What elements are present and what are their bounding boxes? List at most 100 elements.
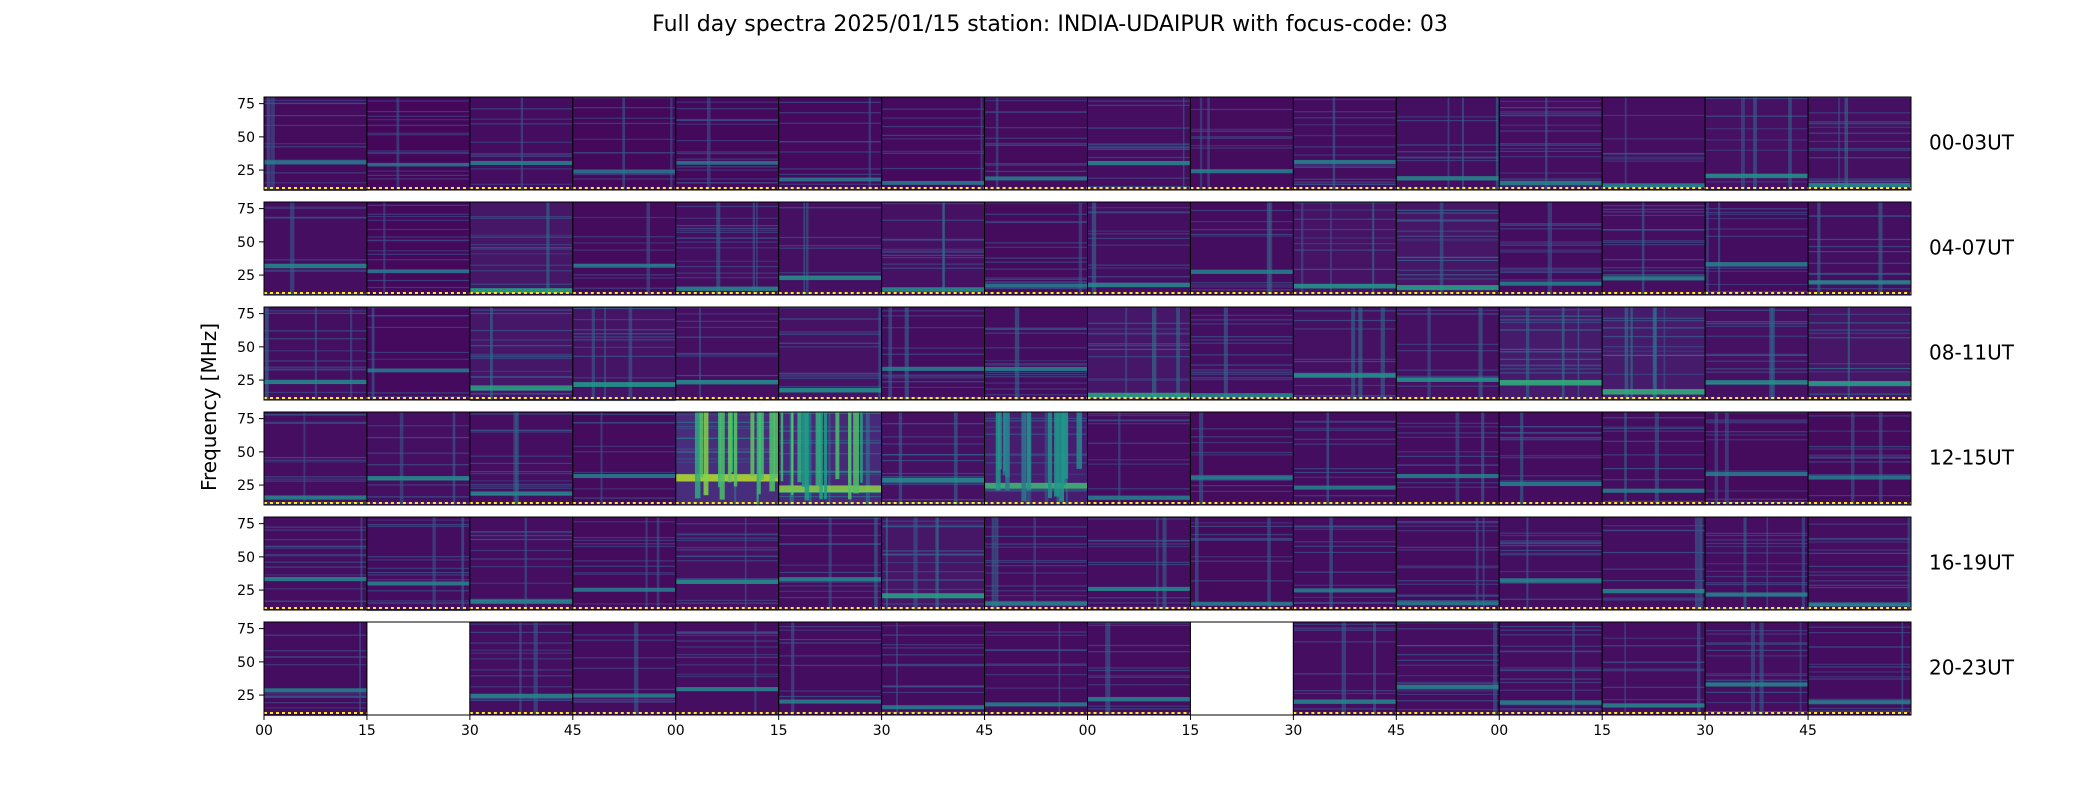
spectral-line (881, 571, 985, 573)
burst-stripe (1482, 517, 1485, 610)
spectral-line (984, 535, 1088, 537)
burst-stripe (1771, 307, 1775, 400)
spectral-line (1190, 137, 1294, 139)
spectral-line (1602, 500, 1706, 502)
y-tick-label: 25 (237, 688, 255, 704)
spectral-line (1705, 532, 1809, 534)
burst-stripe (935, 517, 938, 610)
burst-stripe (1300, 202, 1304, 295)
burst-stripe (452, 412, 456, 505)
spectral-line (1293, 166, 1397, 168)
spectral-line (984, 202, 1088, 204)
spectral-line (881, 254, 985, 256)
spectral-line (264, 414, 367, 416)
spectral-line (1190, 284, 1294, 286)
spectral-line (984, 585, 1088, 587)
burst-stripe (591, 307, 595, 400)
spectral-line (1396, 599, 1500, 602)
spectral-line (881, 550, 985, 552)
spectral-line (1808, 666, 1911, 668)
spectral-line (1602, 228, 1706, 231)
spectral-line (984, 170, 1088, 172)
spectral-line (675, 151, 779, 153)
spectral-line (1602, 158, 1706, 160)
spectral-line (778, 690, 882, 692)
emission-band (675, 474, 779, 482)
emission-band (264, 495, 367, 500)
emission-band (1190, 475, 1294, 480)
spectral-line (881, 134, 985, 137)
spectral-line (1705, 534, 1809, 537)
burst-stripe (1481, 412, 1485, 505)
spectral-line (1087, 442, 1191, 444)
spectral-line (572, 377, 676, 379)
y-tick-label: 25 (237, 583, 255, 599)
spectral-line (264, 182, 367, 184)
panel-border (1807, 306, 1912, 401)
spectral-line (881, 436, 985, 438)
spectral-line (469, 264, 573, 266)
spectral-line (984, 649, 1088, 652)
spectral-line (1396, 455, 1500, 457)
spectral-line (1705, 431, 1809, 433)
burst-stripe (1878, 202, 1883, 295)
spectral-line (1087, 186, 1191, 188)
spectral-line (1705, 412, 1809, 414)
spectral-line (1396, 522, 1500, 524)
spectral-line (675, 166, 779, 168)
spectral-line (778, 626, 882, 628)
burst-stripe (1838, 97, 1840, 190)
spectral-line (1087, 230, 1191, 232)
spectrogram-panel (1601, 621, 1706, 716)
burst-stripe (546, 202, 550, 295)
emission-band (469, 385, 573, 391)
spectral-line (1087, 423, 1191, 425)
spectral-line (264, 566, 367, 568)
spectral-line (1499, 321, 1603, 324)
spectrogram-panel (1704, 411, 1809, 506)
spectral-line (264, 422, 367, 424)
spectral-line (984, 143, 1088, 145)
spectral-line (1087, 539, 1191, 542)
burst-stripe (1717, 202, 1721, 295)
spectrogram-panel (263, 96, 368, 191)
spectral-line (469, 566, 573, 568)
spectral-line (1087, 156, 1191, 159)
emission-band (881, 366, 985, 371)
spectral-line (264, 421, 367, 423)
spectral-line (675, 277, 779, 279)
spectrogram-panel (366, 306, 471, 401)
spectral-line (572, 346, 676, 348)
spectral-line (984, 328, 1088, 331)
spectral-line (264, 293, 367, 295)
burst-stripe (1547, 202, 1552, 295)
spectral-line (778, 331, 882, 333)
burst-stripe (1624, 97, 1627, 190)
burst-stripe (303, 412, 306, 505)
spectral-line (1499, 156, 1603, 158)
spectral-line (881, 138, 985, 140)
spectral-line (778, 333, 882, 335)
burst-stripe (1724, 412, 1729, 505)
emission-band (881, 593, 985, 599)
spectral-line (1293, 467, 1397, 470)
spectral-line (881, 476, 985, 478)
spectral-line (1396, 313, 1500, 315)
spectral-line (881, 108, 985, 110)
burst-stripe (520, 97, 524, 190)
panel-background (1087, 517, 1191, 610)
spectral-line (984, 382, 1088, 384)
emission-band (1499, 180, 1603, 185)
spectral-line (1396, 230, 1500, 232)
emission-band (572, 693, 676, 698)
spectral-line (1396, 432, 1500, 434)
burst-stripe (1199, 97, 1203, 190)
spectral-line (1293, 268, 1397, 270)
panel-background (881, 622, 985, 715)
emission-band (1808, 380, 1911, 386)
spectral-line (1087, 597, 1191, 599)
spectrogram-panel (1292, 306, 1397, 401)
spectral-line (1602, 240, 1706, 242)
spectral-line (1396, 422, 1500, 424)
spectral-line (572, 536, 676, 539)
